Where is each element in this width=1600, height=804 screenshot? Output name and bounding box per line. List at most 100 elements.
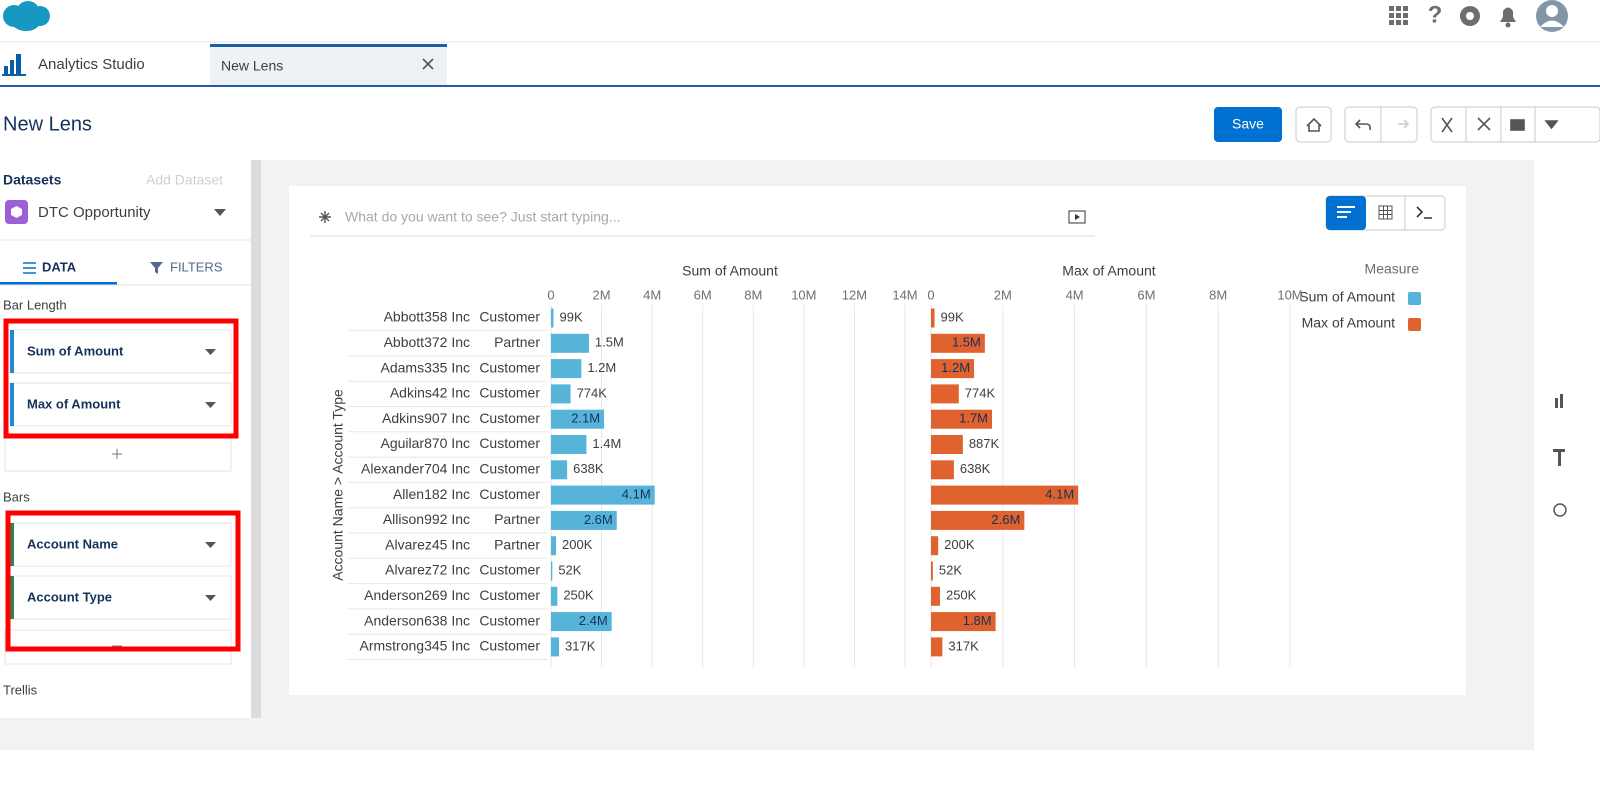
legend-label[interactable]: Max of Amount xyxy=(1302,315,1395,331)
bar[interactable] xyxy=(551,359,582,379)
run-button[interactable] xyxy=(1068,210,1086,224)
field-pill[interactable] xyxy=(9,329,232,374)
action-buttons[interactable] xyxy=(1430,106,1600,143)
fullscreen-icon[interactable] xyxy=(1477,117,1491,131)
data-label: 200K xyxy=(562,537,593,552)
category-label: Armstrong345 Inc xyxy=(360,638,471,654)
tab-bar-border xyxy=(0,85,1600,87)
search-input[interactable]: What do you want to see? Just start typi… xyxy=(345,209,620,225)
home-icon[interactable] xyxy=(1306,117,1322,132)
field-pill[interactable] xyxy=(9,522,232,567)
avatar[interactable] xyxy=(1536,0,1568,32)
field-dropdown[interactable] xyxy=(205,542,216,548)
bar[interactable] xyxy=(551,460,568,480)
bar[interactable] xyxy=(931,485,1079,505)
undo-icon[interactable] xyxy=(1354,119,1371,131)
app-name[interactable]: Analytics Studio xyxy=(38,56,145,73)
dataset-dropdown[interactable] xyxy=(214,209,226,216)
field-label[interactable]: Max of Amount xyxy=(27,396,121,411)
bar[interactable] xyxy=(551,409,605,429)
data-tab[interactable]: DATA xyxy=(42,259,77,274)
folder-icon[interactable] xyxy=(1510,119,1525,131)
bar[interactable] xyxy=(931,435,963,454)
add-dataset[interactable]: Add Dataset xyxy=(146,172,223,188)
bar[interactable] xyxy=(551,510,617,530)
bar[interactable] xyxy=(931,536,939,556)
field-dropdown[interactable] xyxy=(205,349,216,355)
bar[interactable] xyxy=(931,637,943,657)
scrollbar[interactable] xyxy=(251,160,261,718)
chart-icon-part xyxy=(1560,394,1563,408)
tab-close[interactable] xyxy=(422,58,434,70)
bar[interactable] xyxy=(551,612,612,632)
category-label: Alexander704 Inc xyxy=(361,461,470,477)
tab-title[interactable]: New Lens xyxy=(221,58,283,74)
bar[interactable] xyxy=(551,586,558,606)
salesforce-logo[interactable] xyxy=(3,1,50,31)
setup-icon[interactable] xyxy=(1460,6,1480,26)
save-label[interactable]: Save xyxy=(1232,116,1264,132)
history-icon[interactable] xyxy=(1553,503,1567,517)
x-tick-label: 10M xyxy=(791,287,816,302)
bar[interactable] xyxy=(551,308,554,328)
run-icon xyxy=(1075,214,1080,220)
category-type-label: Customer xyxy=(479,359,540,375)
bar[interactable] xyxy=(551,485,655,505)
bar[interactable] xyxy=(931,308,935,328)
data-label: 250K xyxy=(946,588,977,603)
filters-tab[interactable]: FILTERS xyxy=(170,259,223,274)
bar[interactable] xyxy=(931,333,985,353)
bar[interactable] xyxy=(931,561,933,581)
table-view-icon xyxy=(1379,206,1392,219)
bar[interactable] xyxy=(931,384,959,404)
field-label[interactable]: Account Name xyxy=(27,536,118,551)
help-icon[interactable]: ? xyxy=(1428,1,1443,28)
menu-icon[interactable] xyxy=(1544,120,1559,130)
cut-icon[interactable] xyxy=(1441,117,1453,133)
app-launcher-icon[interactable] xyxy=(1389,6,1408,25)
home-button[interactable] xyxy=(1295,106,1332,143)
category-label: Adkins907 Inc xyxy=(382,410,470,426)
field-dropdown[interactable] xyxy=(205,595,216,601)
bar[interactable] xyxy=(551,435,587,454)
legend-swatch[interactable] xyxy=(1408,292,1421,305)
bar[interactable] xyxy=(931,612,996,632)
legend-label[interactable]: Sum of Amount xyxy=(1299,289,1395,305)
x-tick-label: 6M xyxy=(1137,287,1155,302)
field-accent xyxy=(10,523,14,566)
bar[interactable] xyxy=(551,536,557,556)
category-label: Abbott372 Inc xyxy=(384,334,470,350)
highlight-box xyxy=(5,510,241,652)
field-label[interactable]: Account Type xyxy=(27,589,112,604)
field-label[interactable]: Sum of Amount xyxy=(27,343,124,358)
bar[interactable] xyxy=(551,637,560,657)
legend-swatch[interactable] xyxy=(1408,318,1421,331)
format-icon[interactable] xyxy=(1553,449,1565,452)
chart-icon[interactable] xyxy=(1555,398,1558,408)
notifications-icon[interactable] xyxy=(1500,7,1516,28)
bar[interactable] xyxy=(551,333,589,353)
dataset-name[interactable]: DTC Opportunity xyxy=(38,204,151,221)
bar[interactable] xyxy=(931,409,993,429)
data-label: 250K xyxy=(563,588,594,603)
category-type-label: Customer xyxy=(479,638,540,654)
bar[interactable] xyxy=(551,561,553,581)
field-pill[interactable] xyxy=(9,575,232,620)
redo-icon[interactable] xyxy=(1398,119,1410,129)
y-axis-label: Account Name > Account Type xyxy=(330,389,346,581)
save-button[interactable] xyxy=(1214,107,1282,142)
table-view-button[interactable] xyxy=(1378,205,1393,220)
bar[interactable] xyxy=(931,460,954,480)
active-tab[interactable] xyxy=(210,44,447,86)
bar[interactable] xyxy=(931,510,1025,530)
category-label: Allen182 Inc xyxy=(393,486,470,502)
bar[interactable] xyxy=(551,384,571,404)
category-label: Aguilar870 Inc xyxy=(380,435,470,451)
x-tick-label: 4M xyxy=(643,287,661,302)
field-dropdown[interactable] xyxy=(205,402,216,408)
bar[interactable] xyxy=(931,586,940,606)
field-pill[interactable] xyxy=(9,382,232,427)
saql-view-button[interactable] xyxy=(1416,206,1432,219)
section-title: Trellis xyxy=(3,682,38,697)
bar[interactable] xyxy=(931,359,975,379)
